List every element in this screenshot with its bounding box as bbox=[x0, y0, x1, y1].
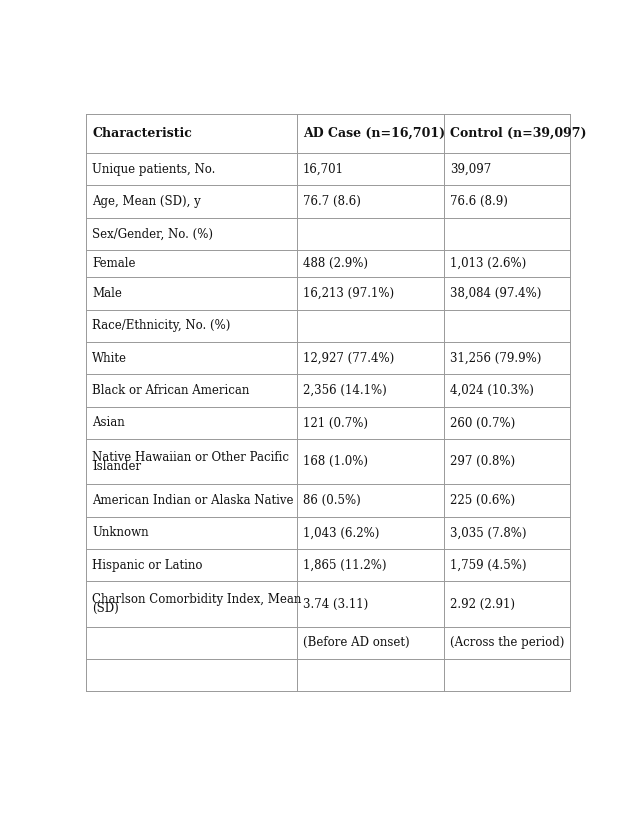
Text: 1,865 (11.2%): 1,865 (11.2%) bbox=[303, 559, 387, 572]
Text: 1,759 (4.5%): 1,759 (4.5%) bbox=[451, 559, 527, 572]
Text: Black or African American: Black or African American bbox=[92, 384, 250, 397]
Text: White: White bbox=[92, 352, 127, 365]
Text: Unknown: Unknown bbox=[92, 526, 149, 540]
Text: 38,084 (97.4%): 38,084 (97.4%) bbox=[451, 287, 541, 300]
Text: Control (n=39,097): Control (n=39,097) bbox=[451, 127, 587, 140]
Text: 3.74 (3.11): 3.74 (3.11) bbox=[303, 597, 368, 611]
Text: 39,097: 39,097 bbox=[451, 163, 492, 176]
Text: 121 (0.7%): 121 (0.7%) bbox=[303, 416, 368, 429]
Text: 225 (0.6%): 225 (0.6%) bbox=[451, 494, 515, 507]
Text: Charlson Comorbidity Index, Mean: Charlson Comorbidity Index, Mean bbox=[92, 593, 302, 606]
Text: Characteristic: Characteristic bbox=[92, 127, 192, 140]
Text: 16,213 (97.1%): 16,213 (97.1%) bbox=[303, 287, 394, 300]
Text: 2.92 (2.91): 2.92 (2.91) bbox=[451, 597, 515, 611]
Text: Sex/Gender, No. (%): Sex/Gender, No. (%) bbox=[92, 227, 213, 241]
Text: Unique patients, No.: Unique patients, No. bbox=[92, 163, 216, 176]
Text: 12,927 (77.4%): 12,927 (77.4%) bbox=[303, 352, 394, 365]
Text: (SD): (SD) bbox=[92, 603, 119, 615]
Text: AD Case (n=16,701): AD Case (n=16,701) bbox=[303, 127, 445, 140]
Text: Islander: Islander bbox=[92, 460, 141, 473]
Text: (Before AD onset): (Before AD onset) bbox=[303, 636, 410, 649]
Text: 16,701: 16,701 bbox=[303, 163, 344, 176]
Text: 168 (1.0%): 168 (1.0%) bbox=[303, 455, 368, 468]
Text: 2,356 (14.1%): 2,356 (14.1%) bbox=[303, 384, 387, 397]
Text: Age, Mean (SD), y: Age, Mean (SD), y bbox=[92, 195, 201, 208]
Text: 488 (2.9%): 488 (2.9%) bbox=[303, 257, 368, 270]
Text: 76.6 (8.9): 76.6 (8.9) bbox=[451, 195, 508, 208]
Text: 3,035 (7.8%): 3,035 (7.8%) bbox=[451, 526, 527, 540]
Text: American Indian or Alaska Native: American Indian or Alaska Native bbox=[92, 494, 294, 507]
Text: 297 (0.8%): 297 (0.8%) bbox=[451, 455, 515, 468]
Text: Female: Female bbox=[92, 257, 136, 270]
Text: 4,024 (10.3%): 4,024 (10.3%) bbox=[451, 384, 534, 397]
Text: Asian: Asian bbox=[92, 416, 125, 429]
Text: 260 (0.7%): 260 (0.7%) bbox=[451, 416, 515, 429]
Text: Native Hawaiian or Other Pacific: Native Hawaiian or Other Pacific bbox=[92, 451, 289, 463]
Text: Hispanic or Latino: Hispanic or Latino bbox=[92, 559, 203, 572]
Text: 1,013 (2.6%): 1,013 (2.6%) bbox=[451, 257, 527, 270]
Text: 76.7 (8.6): 76.7 (8.6) bbox=[303, 195, 361, 208]
Text: Male: Male bbox=[92, 287, 122, 300]
Text: 1,043 (6.2%): 1,043 (6.2%) bbox=[303, 526, 379, 540]
Text: 86 (0.5%): 86 (0.5%) bbox=[303, 494, 360, 507]
Text: Race/Ethnicity, No. (%): Race/Ethnicity, No. (%) bbox=[92, 319, 231, 333]
Text: (Across the period): (Across the period) bbox=[451, 636, 564, 649]
Text: 31,256 (79.9%): 31,256 (79.9%) bbox=[451, 352, 541, 365]
